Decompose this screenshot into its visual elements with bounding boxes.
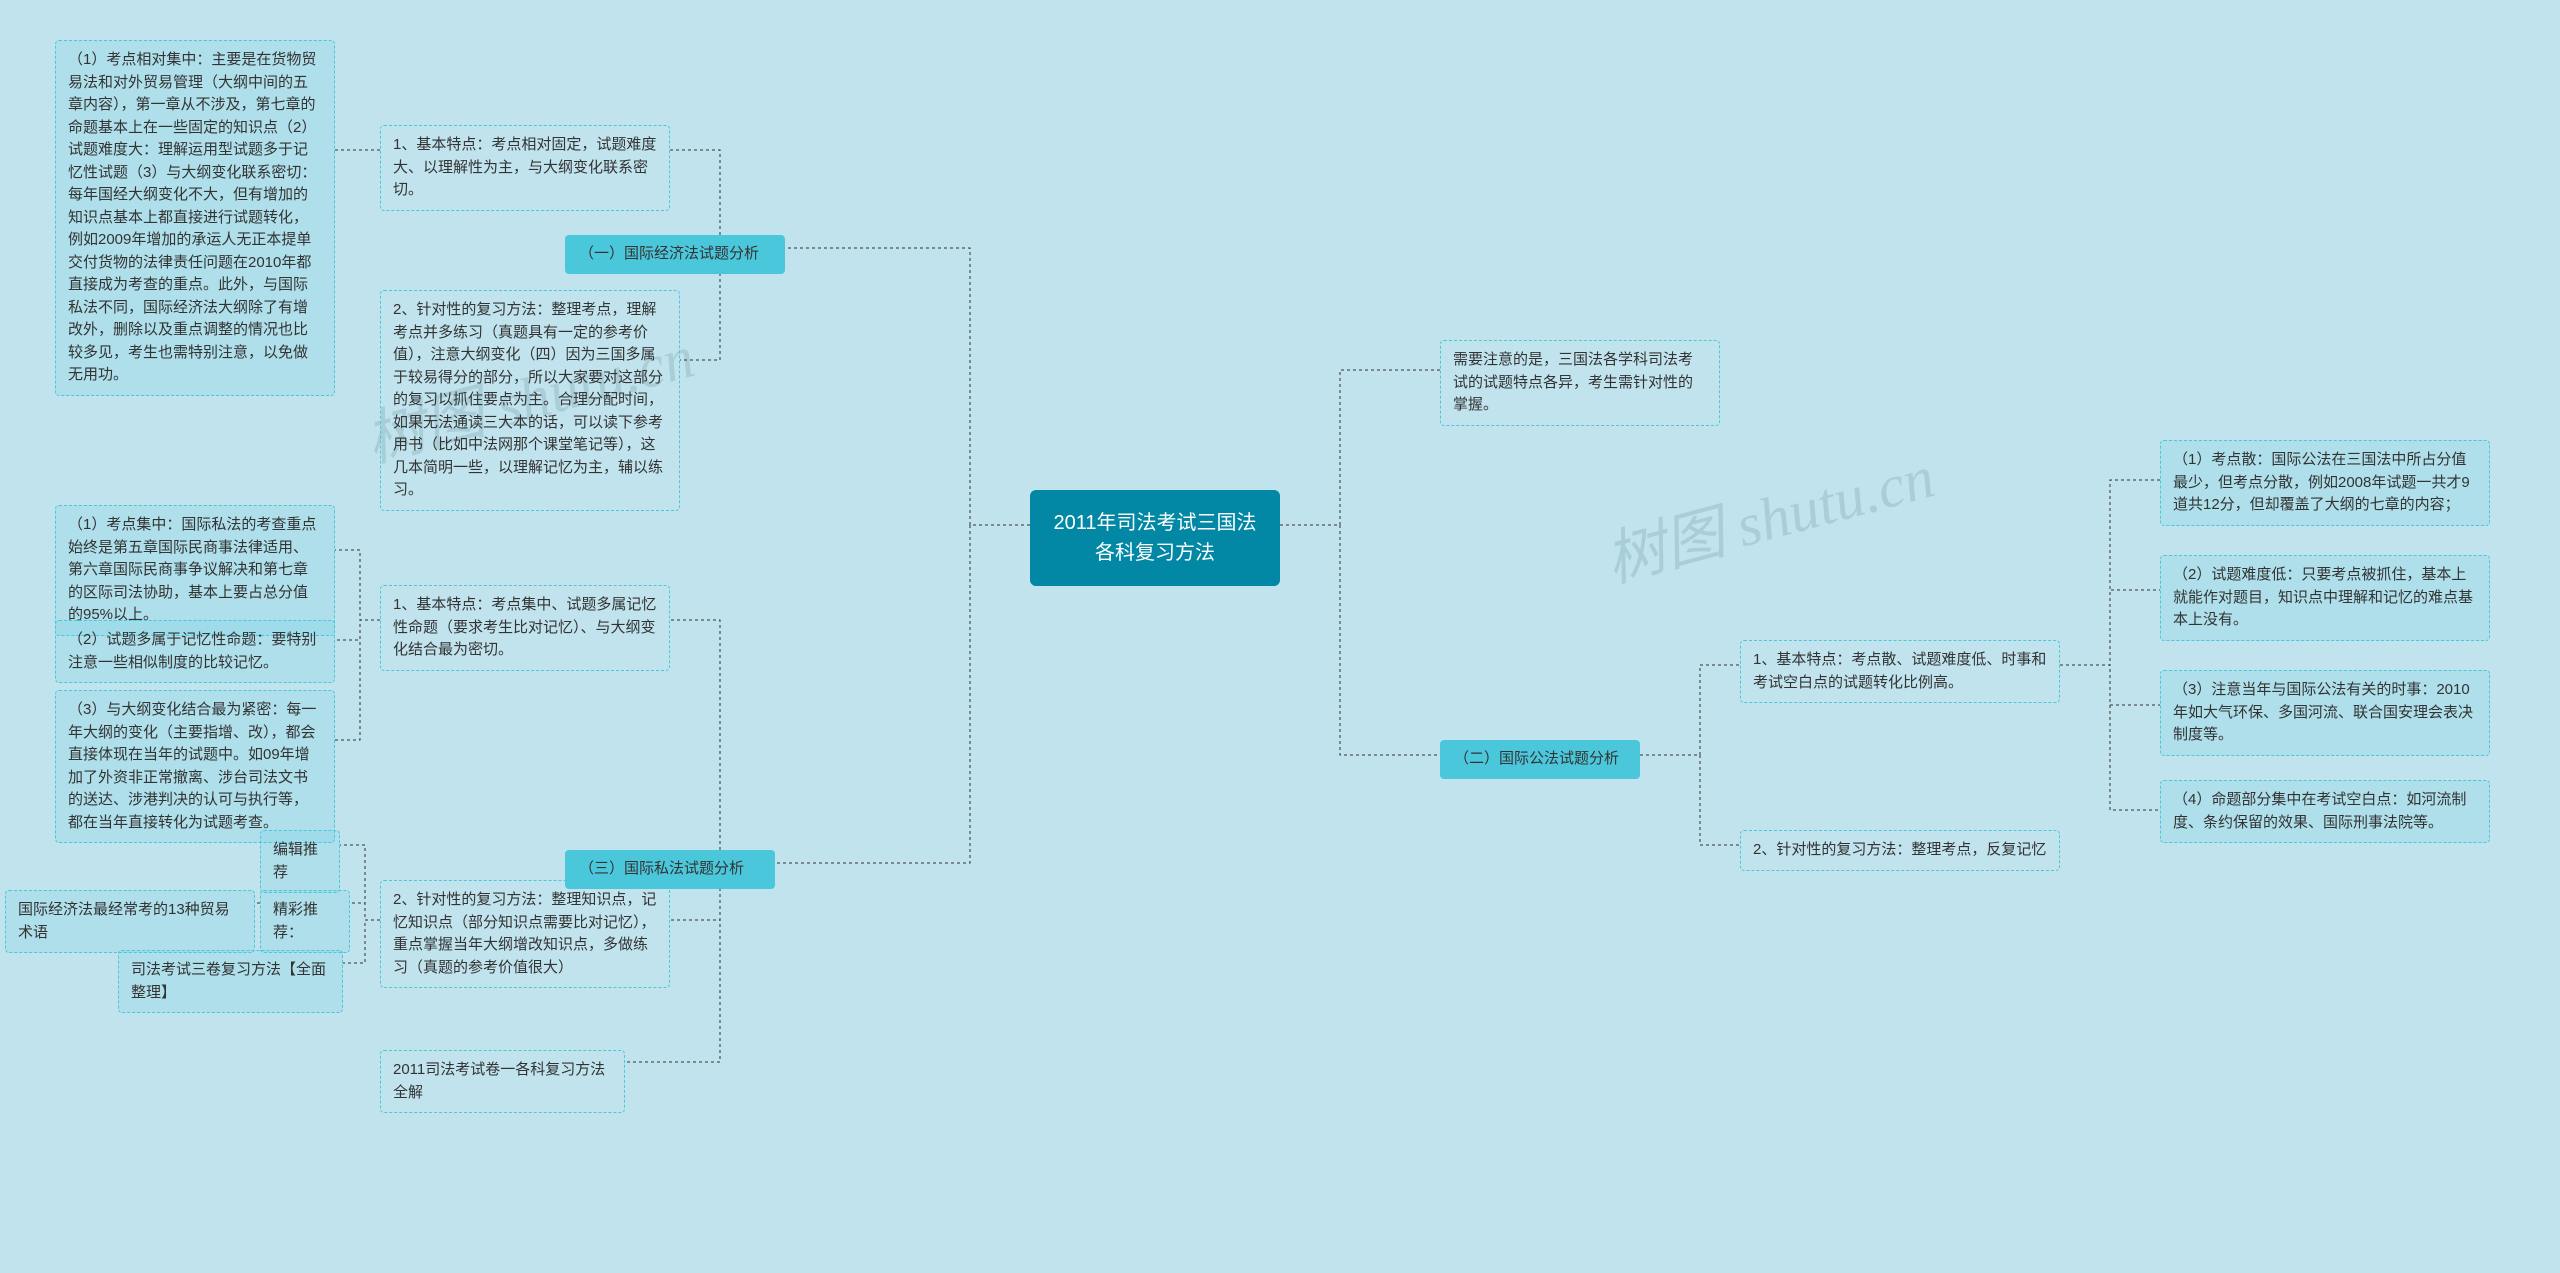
sec2-sub1-c1: （1）考点散：国际公法在三国法中所占分值最少，但考点分散，例如2008年试题一共… (2160, 440, 2490, 526)
sec3-sub2-c3: 司法考试三卷复习方法【全面整理】 (118, 950, 343, 1013)
sec1-sub2: 2、针对性的复习方法：整理考点，理解考点并多练习（真题具有一定的参考价值），注意… (380, 290, 680, 511)
sec1-sub1-child: （1）考点相对集中：主要是在货物贸易法和对外贸易管理（大纲中间的五章内容），第一… (55, 40, 335, 396)
sec3-sub1-c2: （2）试题多属于记忆性命题：要特别注意一些相似制度的比较记忆。 (55, 620, 335, 683)
sec2-sub1-c4: （4）命题部分集中在考试空白点：如河流制度、条约保留的效果、国际刑事法院等。 (2160, 780, 2490, 843)
sec2-title: （二）国际公法试题分析 (1440, 740, 1640, 779)
sec3-sub1-c3: （3）与大纲变化结合最为紧密：每一年大纲的变化（主要指增、改），都会直接体现在当… (55, 690, 335, 843)
watermark: 树图 shutu.cn (1594, 428, 1942, 599)
sec3-sub1: 1、基本特点：考点集中、试题多属记忆性命题（要求考生比对记忆）、与大纲变化结合最… (380, 585, 670, 671)
sec3-sub2: 2、针对性的复习方法：整理知识点，记忆知识点（部分知识点需要比对记忆），重点掌握… (380, 880, 670, 988)
center-node: 2011年司法考试三国法各科复习方法 (1030, 490, 1280, 586)
sec2-sub1: 1、基本特点：考点散、试题难度低、时事和考试空白点的试题转化比例高。 (1740, 640, 2060, 703)
sec2-sub1-c3: （3）注意当年与国际公法有关的时事：2010年如大气环保、多国河流、联合国安理会… (2160, 670, 2490, 756)
sec3-sub3: 2011司法考试卷一各科复习方法全解 (380, 1050, 625, 1113)
sec2-sub2: 2、针对性的复习方法：整理考点，反复记忆 (1740, 830, 2060, 871)
sec3-sub1-c1: （1）考点集中：国际私法的考查重点始终是第五章国际民商事法律适用、第六章国际民商… (55, 505, 335, 636)
sec1-sub1: 1、基本特点：考点相对固定，试题难度大、以理解性为主，与大纲变化联系密切。 (380, 125, 670, 211)
sec2-sub1-c2: （2）试题难度低：只要考点被抓住，基本上就能作对题目，知识点中理解和记忆的难点基… (2160, 555, 2490, 641)
sec3-sub2-c1: 编辑推荐 (260, 830, 340, 893)
sec3-sub2-c2: 精彩推荐： (260, 890, 350, 953)
intro-node: 需要注意的是，三国法各学科司法考试的试题特点各异，考生需针对性的掌握。 (1440, 340, 1720, 426)
sec3-sub2-c2-child: 国际经济法最经常考的13种贸易术语 (5, 890, 255, 953)
sec1-title: （一）国际经济法试题分析 (565, 235, 785, 274)
